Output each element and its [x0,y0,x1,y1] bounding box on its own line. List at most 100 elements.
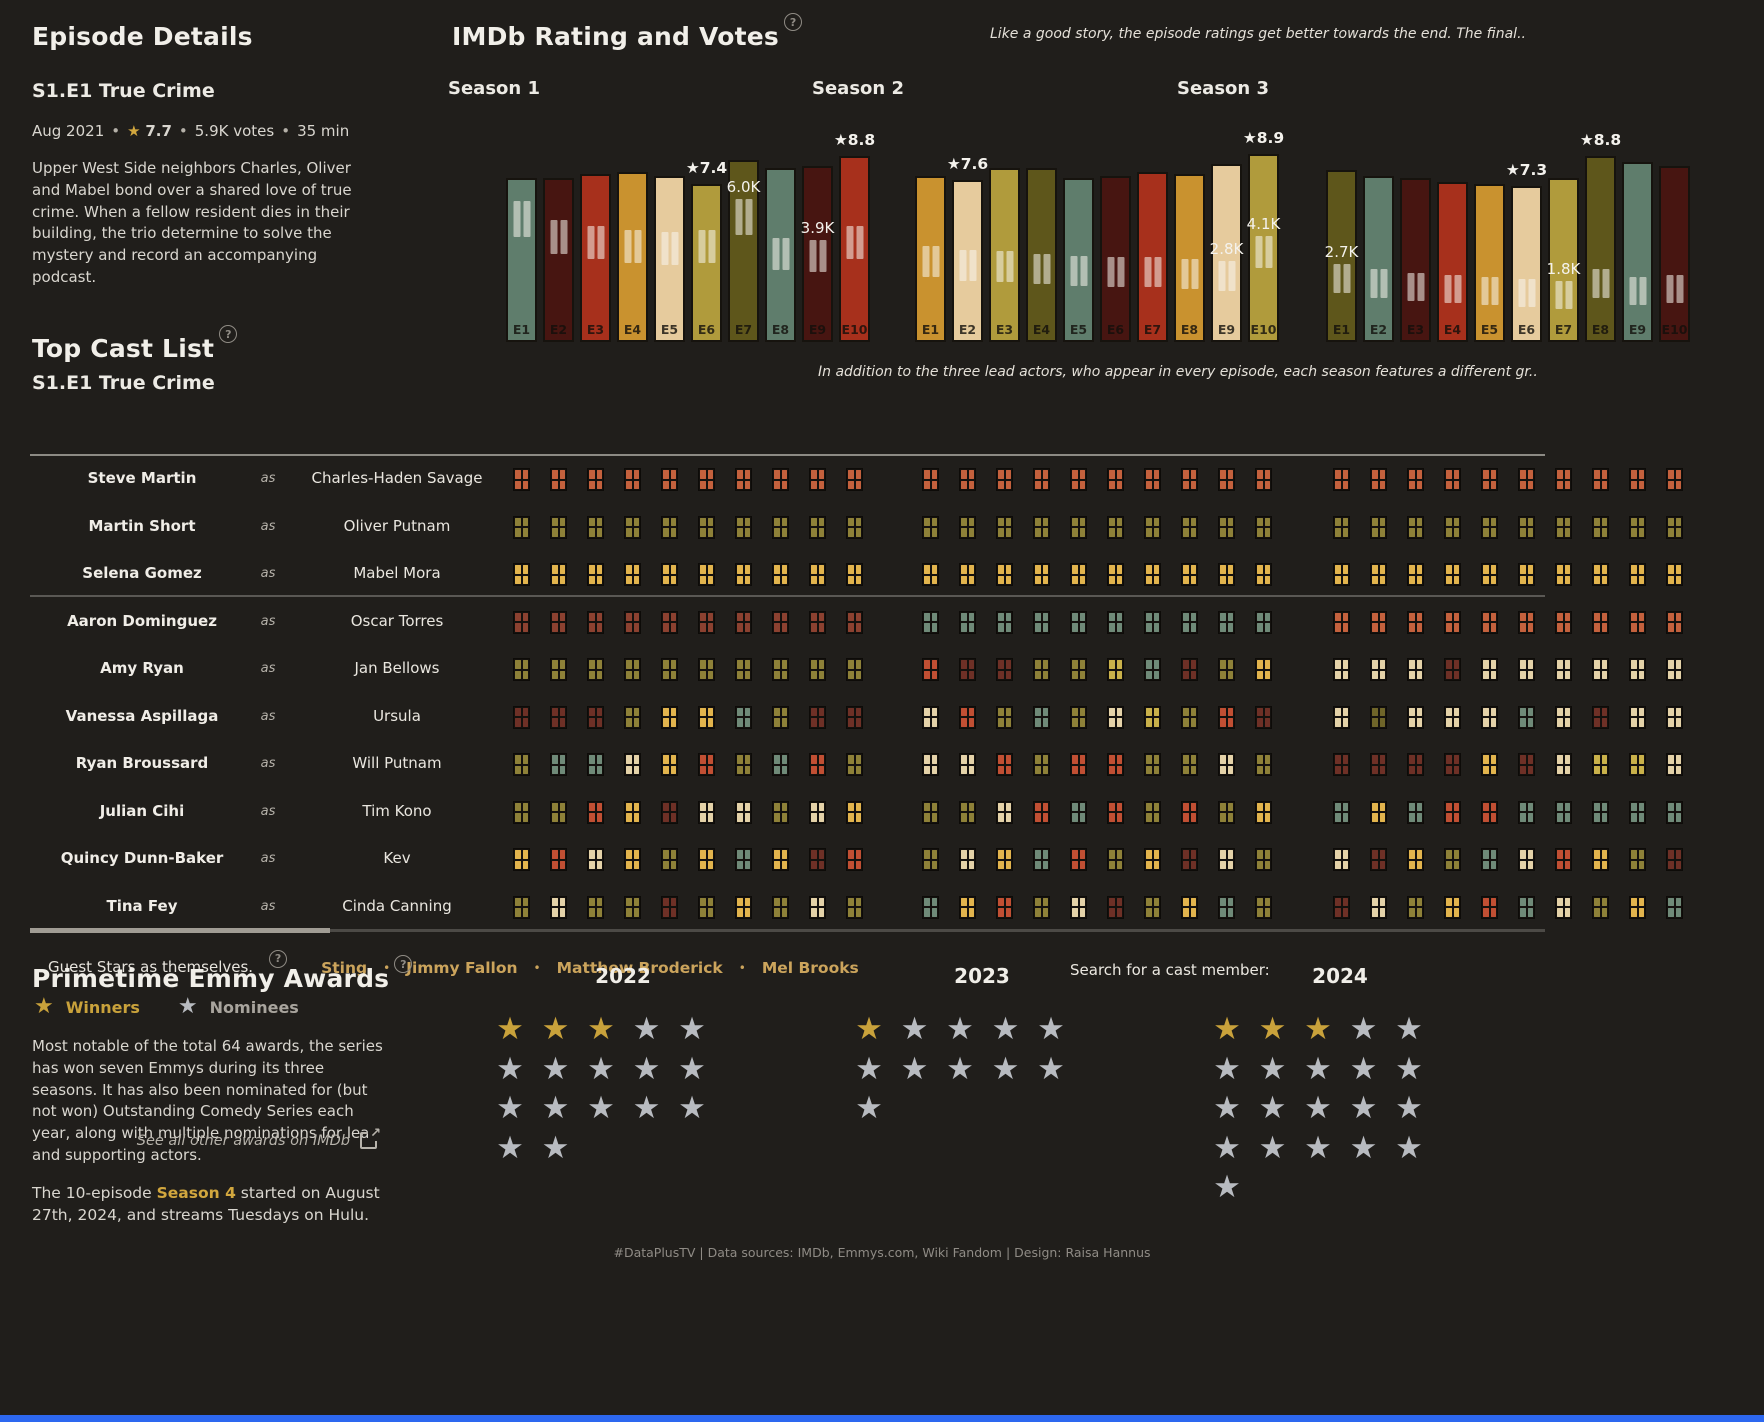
cast-window-cell[interactable] [952,515,983,539]
cast-window-cell[interactable] [728,705,759,729]
cast-window-cell[interactable] [543,753,574,776]
cast-window-cell[interactable] [915,515,946,539]
cast-window-cell[interactable] [1248,753,1279,776]
guest-star-name[interactable]: Sting [321,958,368,977]
emmy-nominee-star[interactable]: ★ [632,1050,661,1087]
cast-window-cell[interactable] [915,610,946,634]
cast-window-cell[interactable] [915,468,946,491]
cast-window-cell[interactable] [654,848,685,871]
cast-window-cell[interactable] [654,563,685,586]
episode-bar[interactable]: E3 [989,168,1020,342]
cast-window-cell[interactable] [1474,895,1505,919]
emmy-nominee-star[interactable]: ★ [1258,1090,1287,1126]
cast-window-cell[interactable] [1659,800,1690,824]
episode-bar[interactable]: E2 [543,178,574,342]
cast-window-cell[interactable] [728,658,759,681]
cast-window-cell[interactable] [839,895,870,919]
cast-window-cell[interactable] [1622,705,1653,729]
episode-bar[interactable]: E9 [1622,162,1653,342]
cast-window-cell[interactable] [1511,705,1542,729]
episode-bar[interactable]: E9 3.9K [801,166,834,342]
cast-window-cell[interactable] [1363,800,1394,824]
cast-window-cell[interactable] [1137,705,1168,729]
cast-window-cell[interactable] [1585,800,1616,824]
cast-window-cell[interactable] [1211,848,1242,871]
emmy-winner-star[interactable]: ★ [855,1011,883,1047]
cast-window-cell[interactable] [1174,468,1205,491]
cast-window-cell[interactable] [691,800,722,824]
cast-window-cell[interactable] [580,895,611,919]
cast-window-cell[interactable] [543,895,574,919]
cast-window-cell[interactable] [691,705,722,729]
cast-window-cell[interactable] [802,753,833,776]
cast-window-cell[interactable] [1437,610,1468,634]
cast-window-cell[interactable] [543,610,574,634]
emmy-winner-star[interactable]: ★ [1258,1011,1287,1047]
cast-window-cell[interactable] [1585,515,1616,539]
cast-window-cell[interactable] [952,895,983,919]
cast-window-cell[interactable] [802,848,833,871]
emmy-nominee-star[interactable]: ★ [1395,1090,1423,1126]
cast-window-cell[interactable] [580,705,611,729]
cast-window-cell[interactable] [1174,848,1205,871]
cast-window-cell[interactable] [1174,515,1205,539]
cast-window-cell[interactable] [1659,848,1690,871]
emmy-winner-star[interactable]: ★ [496,1011,524,1047]
cast-window-cell[interactable] [1437,895,1468,919]
cast-window-cell[interactable] [506,658,537,681]
episode-bar[interactable]: E4 [1437,182,1468,342]
cast-window-cell[interactable] [765,895,796,919]
cast-window-cell[interactable] [580,468,611,491]
cast-window-cell[interactable] [728,895,759,919]
episode-bar[interactable]: E8 [1174,174,1205,342]
cast-window-cell[interactable] [1174,563,1205,586]
cast-window-cell[interactable] [654,705,685,729]
cast-window-cell[interactable] [989,800,1020,824]
cast-window-cell[interactable] [580,658,611,681]
cast-window-cell[interactable] [543,848,574,871]
cast-window-cell[interactable] [1622,515,1653,539]
cast-window-cell[interactable] [1026,705,1057,729]
cast-window-cell[interactable] [654,753,685,776]
cast-window-cell[interactable] [1137,848,1168,871]
cast-window-cell[interactable] [1474,848,1505,871]
cast-window-cell[interactable] [1326,753,1357,776]
cast-window-cell[interactable] [1474,468,1505,491]
cast-window-cell[interactable] [952,705,983,729]
cast-window-cell[interactable] [1548,800,1579,824]
emmy-nominee-star[interactable]: ★ [946,1011,974,1047]
cast-window-cell[interactable] [1474,658,1505,681]
cast-window-cell[interactable] [1622,658,1653,681]
cast-window-cell[interactable] [1437,515,1468,539]
help-icon[interactable]: ? [219,325,238,343]
cast-window-cell[interactable] [989,895,1020,919]
emmy-nominee-star[interactable]: ★ [678,1011,706,1047]
emmy-nominee-star[interactable]: ★ [855,1050,883,1087]
emmy-nominee-star[interactable]: ★ [1304,1090,1332,1126]
emmy-nominee-star[interactable]: ★ [496,1050,524,1087]
cast-window-cell[interactable] [1100,753,1131,776]
cast-window-cell[interactable] [802,563,833,586]
cast-window-cell[interactable] [1400,610,1431,634]
cast-window-cell[interactable] [1326,468,1357,491]
cast-window-cell[interactable] [617,800,648,824]
cast-window-cell[interactable] [1137,800,1168,824]
emmy-nominee-star[interactable]: ★ [541,1090,570,1126]
cast-window-cell[interactable] [1511,848,1542,871]
cast-window-cell[interactable] [1363,468,1394,491]
cast-window-cell[interactable] [691,658,722,681]
cast-window-cell[interactable] [1400,563,1431,586]
cast-window-cell[interactable] [765,610,796,634]
cast-window-cell[interactable] [728,848,759,871]
cast-window-cell[interactable] [1659,753,1690,776]
cast-window-cell[interactable] [765,848,796,871]
cast-window-cell[interactable] [1585,848,1616,871]
episode-bar[interactable]: E5 [654,176,685,342]
cast-window-cell[interactable] [1659,705,1690,729]
episode-bar[interactable]: E10 ★8.8 [834,131,875,342]
cast-window-cell[interactable] [765,563,796,586]
cast-window-cell[interactable] [839,753,870,776]
cast-window-cell[interactable] [1548,515,1579,539]
cast-window-cell[interactable] [1622,610,1653,634]
emmy-nominee-star[interactable]: ★ [1213,1129,1241,1166]
